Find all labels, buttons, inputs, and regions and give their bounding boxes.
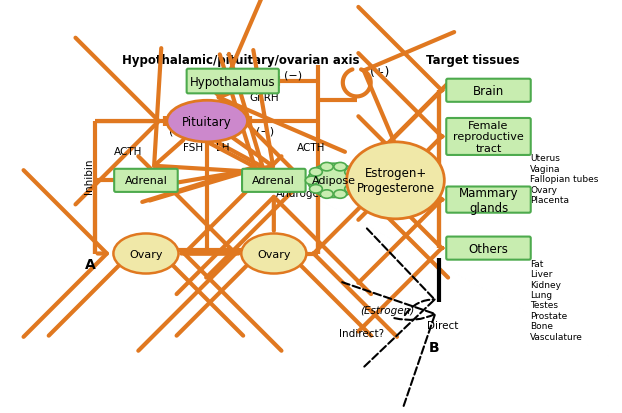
FancyBboxPatch shape: [446, 80, 531, 102]
Text: Inhibin: Inhibin: [83, 159, 93, 194]
FancyBboxPatch shape: [114, 169, 178, 192]
Ellipse shape: [349, 177, 361, 185]
Ellipse shape: [167, 101, 248, 142]
Text: Others: Others: [468, 242, 508, 255]
FancyBboxPatch shape: [242, 169, 305, 192]
Text: Mammary
glands: Mammary glands: [458, 186, 518, 214]
Text: Progesterone: Progesterone: [366, 190, 435, 200]
Text: (−): (−): [256, 126, 274, 136]
Text: Androgens: Androgens: [276, 188, 332, 198]
Text: Adrenal: Adrenal: [124, 176, 167, 186]
Text: ACTH: ACTH: [114, 146, 142, 157]
Ellipse shape: [334, 190, 346, 199]
Text: Pituitary: Pituitary: [182, 115, 232, 128]
Text: Indirect?: Indirect?: [339, 328, 384, 338]
Text: Target tissues: Target tissues: [426, 54, 520, 67]
Text: (−): (−): [284, 71, 302, 81]
Text: Hypothalamus: Hypothalamus: [190, 75, 276, 88]
Text: FSH: FSH: [183, 142, 203, 152]
Text: Direct: Direct: [427, 320, 458, 330]
FancyBboxPatch shape: [187, 69, 279, 94]
Text: Ovary: Ovary: [129, 249, 163, 259]
Ellipse shape: [310, 185, 322, 194]
Text: B: B: [429, 340, 440, 354]
Ellipse shape: [305, 177, 318, 185]
Ellipse shape: [346, 142, 444, 219]
Ellipse shape: [334, 163, 346, 171]
FancyBboxPatch shape: [446, 119, 531, 156]
Text: LH: LH: [216, 142, 230, 152]
Text: Hypothalamic/pituitary/ovarian axis: Hypothalamic/pituitary/ovarian axis: [122, 54, 360, 67]
Text: Estrogen: Estrogen: [366, 165, 412, 175]
Ellipse shape: [345, 185, 358, 194]
Text: Uterus
Vagina
Fallopian tubes
Ovary
Placenta: Uterus Vagina Fallopian tubes Ovary Plac…: [531, 154, 599, 204]
Ellipse shape: [320, 190, 333, 199]
Text: A: A: [85, 258, 96, 272]
Text: Female
reproductive
tract: Female reproductive tract: [453, 121, 524, 154]
Ellipse shape: [113, 234, 179, 274]
Text: Fat
Liver
Kidney
Lung
Testes
Prostate
Bone
Vasculature: Fat Liver Kidney Lung Testes Prostate Bo…: [531, 259, 583, 341]
Text: GnRH: GnRH: [250, 93, 279, 103]
Text: +: +: [372, 178, 381, 188]
Text: Adipose: Adipose: [312, 176, 356, 186]
FancyBboxPatch shape: [446, 187, 531, 213]
Ellipse shape: [308, 164, 359, 198]
Text: ACTH: ACTH: [297, 142, 325, 152]
Text: Adrenal: Adrenal: [253, 176, 295, 186]
Text: (−): (−): [169, 126, 187, 136]
Text: (+): (+): [370, 65, 390, 78]
Text: Ovary: Ovary: [257, 249, 290, 259]
Ellipse shape: [310, 168, 322, 177]
Ellipse shape: [345, 168, 358, 177]
Text: Estrogen+
Progesterone: Estrogen+ Progesterone: [356, 167, 435, 195]
Text: (Estrogen): (Estrogen): [361, 305, 415, 315]
Text: Brain: Brain: [473, 85, 504, 97]
Ellipse shape: [241, 234, 307, 274]
FancyBboxPatch shape: [446, 237, 531, 260]
Ellipse shape: [320, 163, 333, 171]
